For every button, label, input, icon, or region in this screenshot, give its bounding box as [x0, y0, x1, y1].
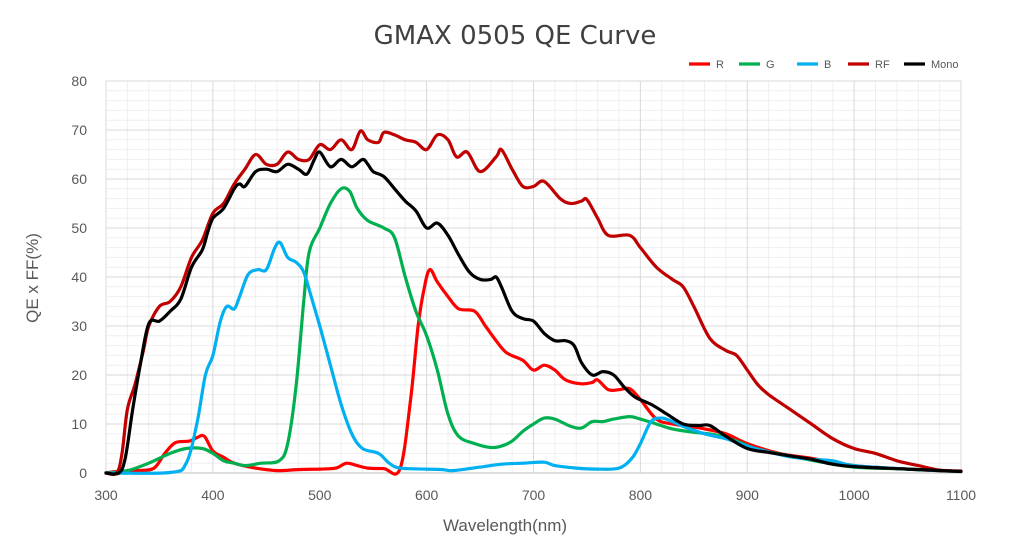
legend-label-rf: RF	[875, 59, 890, 71]
y-tick-label: 80	[71, 73, 87, 89]
legend: R G B RF Mono	[689, 59, 959, 71]
x-tick-label: 800	[629, 487, 653, 503]
y-tick-label: 40	[71, 269, 87, 285]
y-tick-label: 10	[71, 416, 87, 432]
x-tick-label: 700	[522, 487, 546, 503]
x-tick-label: 1100	[946, 487, 976, 503]
y-axis-title: QE x FF(%)	[23, 233, 42, 323]
y-tick-label: 60	[71, 171, 87, 187]
x-axis-title: Wavelength(nm)	[443, 516, 567, 535]
axes: 300 400 500 600 700 800 900 1000 1100 0 10 20 30 40 50…	[71, 73, 976, 503]
chart-title: GMAX 0505 QE Curve	[374, 21, 657, 51]
series-line-r	[104, 268, 963, 476]
series-line-g	[104, 186, 963, 475]
y-tick-label: 20	[71, 367, 87, 383]
grid	[105, 80, 962, 474]
x-tick-label: 900	[736, 487, 760, 503]
x-tick-label: 600	[415, 487, 439, 503]
y-tick-label: 50	[71, 220, 87, 236]
legend-label-g: G	[766, 59, 775, 71]
series-line-rf	[104, 129, 963, 477]
y-tick-label: 70	[71, 122, 87, 138]
x-tick-label: 400	[201, 487, 225, 503]
legend-label-b: B	[824, 59, 831, 71]
legend-label-r: R	[716, 59, 724, 71]
series-line-b	[104, 240, 963, 475]
series-lines	[104, 129, 963, 477]
legend-label-mono: Mono	[931, 59, 959, 71]
series-line-mono	[104, 150, 963, 476]
x-tick-label: 500	[308, 487, 332, 503]
y-tick-label: 30	[71, 318, 87, 334]
y-tick-label: 0	[79, 465, 87, 481]
x-tick-label: 1000	[839, 487, 870, 503]
x-tick-label: 300	[94, 487, 118, 503]
